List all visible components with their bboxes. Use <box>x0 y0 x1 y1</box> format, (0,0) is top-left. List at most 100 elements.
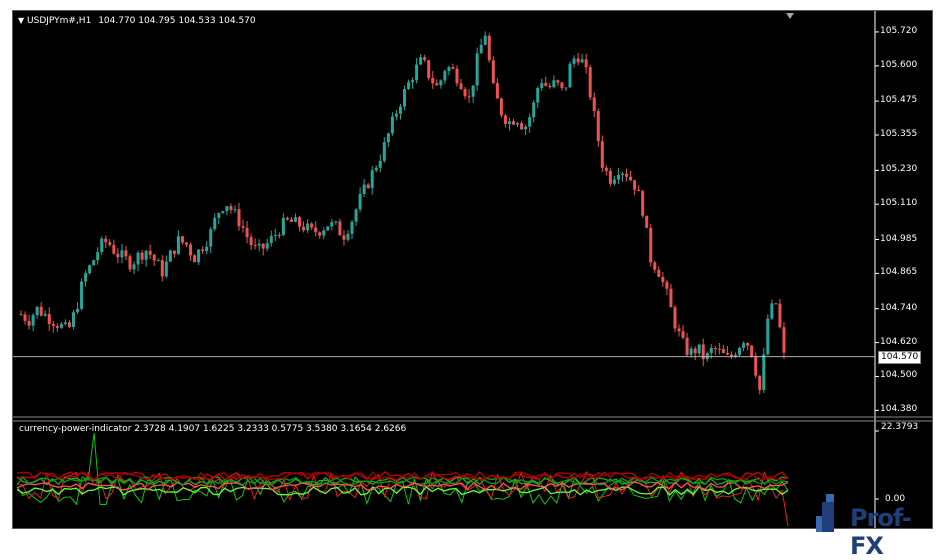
candle-body <box>180 236 184 243</box>
candle-body <box>669 288 673 308</box>
candle-body <box>338 221 342 236</box>
candle-body <box>289 219 293 222</box>
candle-body <box>237 209 241 227</box>
candle-body <box>754 356 758 376</box>
price-axis-label: 105.230 <box>880 164 918 175</box>
price-axis-label: 105.475 <box>880 95 918 106</box>
candle-body <box>778 303 782 328</box>
candle-body <box>152 254 156 261</box>
candle-body <box>334 221 338 223</box>
chart-window[interactable]: ▼ USDJPYm#,H1 104.770 104.795 104.533 10… <box>12 10 933 529</box>
candle-body <box>310 223 314 228</box>
indicator-line <box>16 486 789 496</box>
candle-body <box>358 194 362 210</box>
candle-body <box>592 97 596 112</box>
candle-body <box>596 111 600 142</box>
candle-body <box>717 348 721 350</box>
candle-body <box>451 67 455 69</box>
price-axis-label: 104.740 <box>880 302 918 313</box>
candle-body <box>96 252 100 261</box>
collapse-triangle-icon[interactable]: ▼ <box>18 16 25 25</box>
candle-body <box>67 322 71 328</box>
candle-body <box>600 141 604 168</box>
candle-body <box>330 222 334 227</box>
candle-body <box>499 98 503 116</box>
candle-body <box>156 260 160 262</box>
candle-body <box>524 126 528 130</box>
ohlc-values: 104.770 104.795 104.533 104.570 <box>98 16 256 26</box>
candle-body <box>261 243 265 249</box>
candle-body <box>205 246 209 252</box>
candle-body <box>520 123 524 130</box>
candle-body <box>608 170 612 184</box>
candle-body <box>148 250 152 255</box>
candle-body <box>552 80 556 88</box>
candle-body <box>59 323 63 328</box>
candle-body <box>390 116 394 134</box>
candle-body <box>185 242 189 245</box>
candle-body <box>132 264 136 270</box>
price-axis-label: 104.985 <box>880 233 918 244</box>
indicator-line <box>16 481 789 491</box>
price-axis-label: 105.600 <box>880 59 918 70</box>
candle-body <box>253 244 257 246</box>
candle-body <box>346 233 350 240</box>
candle-body <box>80 281 84 309</box>
price-chart[interactable] <box>13 11 932 528</box>
candle-body <box>782 327 786 353</box>
candle-body <box>487 35 491 61</box>
candle-body <box>673 307 677 329</box>
candle-body <box>629 176 633 181</box>
candle-body <box>51 324 55 326</box>
candle-body <box>532 102 536 118</box>
candle-body <box>725 352 729 355</box>
candle-body <box>108 242 112 245</box>
candle-body <box>160 260 164 277</box>
candle-body <box>322 230 326 236</box>
candle-body <box>43 313 47 316</box>
candle-body <box>277 234 281 236</box>
candle-body <box>100 238 104 253</box>
candle-body <box>431 77 435 84</box>
candle-body <box>612 179 616 184</box>
candle-body <box>649 227 653 263</box>
candle-body <box>285 217 289 220</box>
candle-body <box>580 59 584 63</box>
candle-body <box>407 82 411 90</box>
candle-body <box>588 67 592 98</box>
candle-body <box>503 115 507 124</box>
candle-body <box>265 243 269 249</box>
candle-body <box>479 44 483 54</box>
candle-body <box>269 236 273 244</box>
candle-body <box>511 121 515 125</box>
price-axis-label: 105.110 <box>880 198 918 209</box>
candle-body <box>548 85 552 88</box>
candle-body <box>217 212 221 218</box>
candle-body <box>705 353 709 360</box>
price-axis-label: 104.865 <box>880 267 918 278</box>
candle-body <box>241 226 245 228</box>
candle-body <box>225 206 229 212</box>
candle-body <box>382 142 386 161</box>
candle-body <box>637 189 641 192</box>
candle-body <box>403 89 406 107</box>
candle-body <box>398 106 402 114</box>
candle-body <box>616 174 620 180</box>
candle-body <box>495 83 499 99</box>
candle-body <box>584 59 588 68</box>
candle-body <box>697 344 701 354</box>
candle-body <box>88 265 92 274</box>
candle-body <box>750 345 754 357</box>
candle-body <box>423 57 427 61</box>
candle-body <box>189 244 193 256</box>
candle-body <box>475 53 479 86</box>
candle-body <box>201 249 205 252</box>
candle-body <box>689 348 693 355</box>
candle-body <box>435 83 439 86</box>
candle-body <box>625 173 629 177</box>
candle-body <box>350 221 354 234</box>
candle-body <box>19 314 23 316</box>
candle-body <box>164 261 168 277</box>
candle-body <box>576 58 580 63</box>
candle-body <box>677 328 681 332</box>
